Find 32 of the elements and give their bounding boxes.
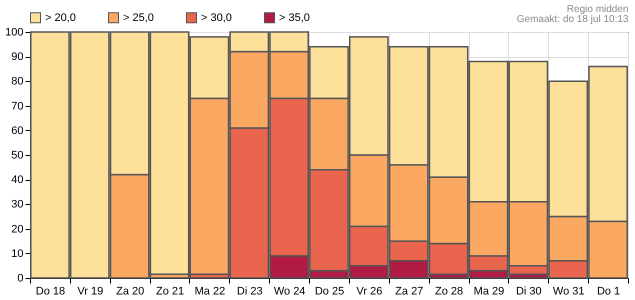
y-tick-label: 50 bbox=[11, 150, 24, 162]
y-tick-label: 10 bbox=[11, 248, 24, 260]
y-tick-label: 90 bbox=[11, 51, 24, 64]
legend-label: > 25,0 bbox=[123, 12, 154, 24]
y-tick-label: 20 bbox=[11, 223, 24, 236]
legend-label: > 30,0 bbox=[201, 12, 232, 24]
x-tick-label: Di 23 bbox=[236, 286, 263, 298]
x-tick-label: Do 25 bbox=[314, 286, 344, 298]
legend-label: > 35,0 bbox=[279, 12, 310, 24]
x-tick-label: Vr 19 bbox=[77, 286, 104, 298]
x-tick-label: Za 27 bbox=[395, 286, 424, 298]
x-tick-label: Vr 26 bbox=[356, 286, 382, 298]
x-tick-label: Do 18 bbox=[36, 286, 66, 298]
x-tick-label: Di 30 bbox=[516, 286, 542, 298]
text: Gemaakt: do 18 jul 10:13 bbox=[516, 14, 629, 25]
text: Regio midden bbox=[566, 4, 628, 15]
y-tick-label: 70 bbox=[11, 100, 24, 112]
x-tick-label: Ma 29 bbox=[474, 286, 504, 298]
x-tick-label: Wo 31 bbox=[552, 286, 584, 298]
y-tick-label: 100 bbox=[5, 26, 24, 38]
x-tick-label: Ma 22 bbox=[194, 286, 226, 298]
x-tick-label: Zo 21 bbox=[156, 286, 184, 298]
legend-label: > 20,0 bbox=[45, 12, 76, 24]
y-tick-label: 30 bbox=[11, 198, 24, 211]
x-tick-label: Do 1 bbox=[596, 286, 620, 298]
x-tick-label: Za 20 bbox=[116, 286, 144, 298]
y-tick-label: 80 bbox=[11, 76, 24, 88]
y-tick-label: 60 bbox=[11, 124, 24, 137]
y-tick-label: 40 bbox=[11, 174, 24, 186]
x-tick-label: Zo 28 bbox=[435, 286, 464, 298]
y-tick-label: 0 bbox=[17, 272, 24, 284]
x-tick-label: Wo 24 bbox=[274, 286, 306, 298]
